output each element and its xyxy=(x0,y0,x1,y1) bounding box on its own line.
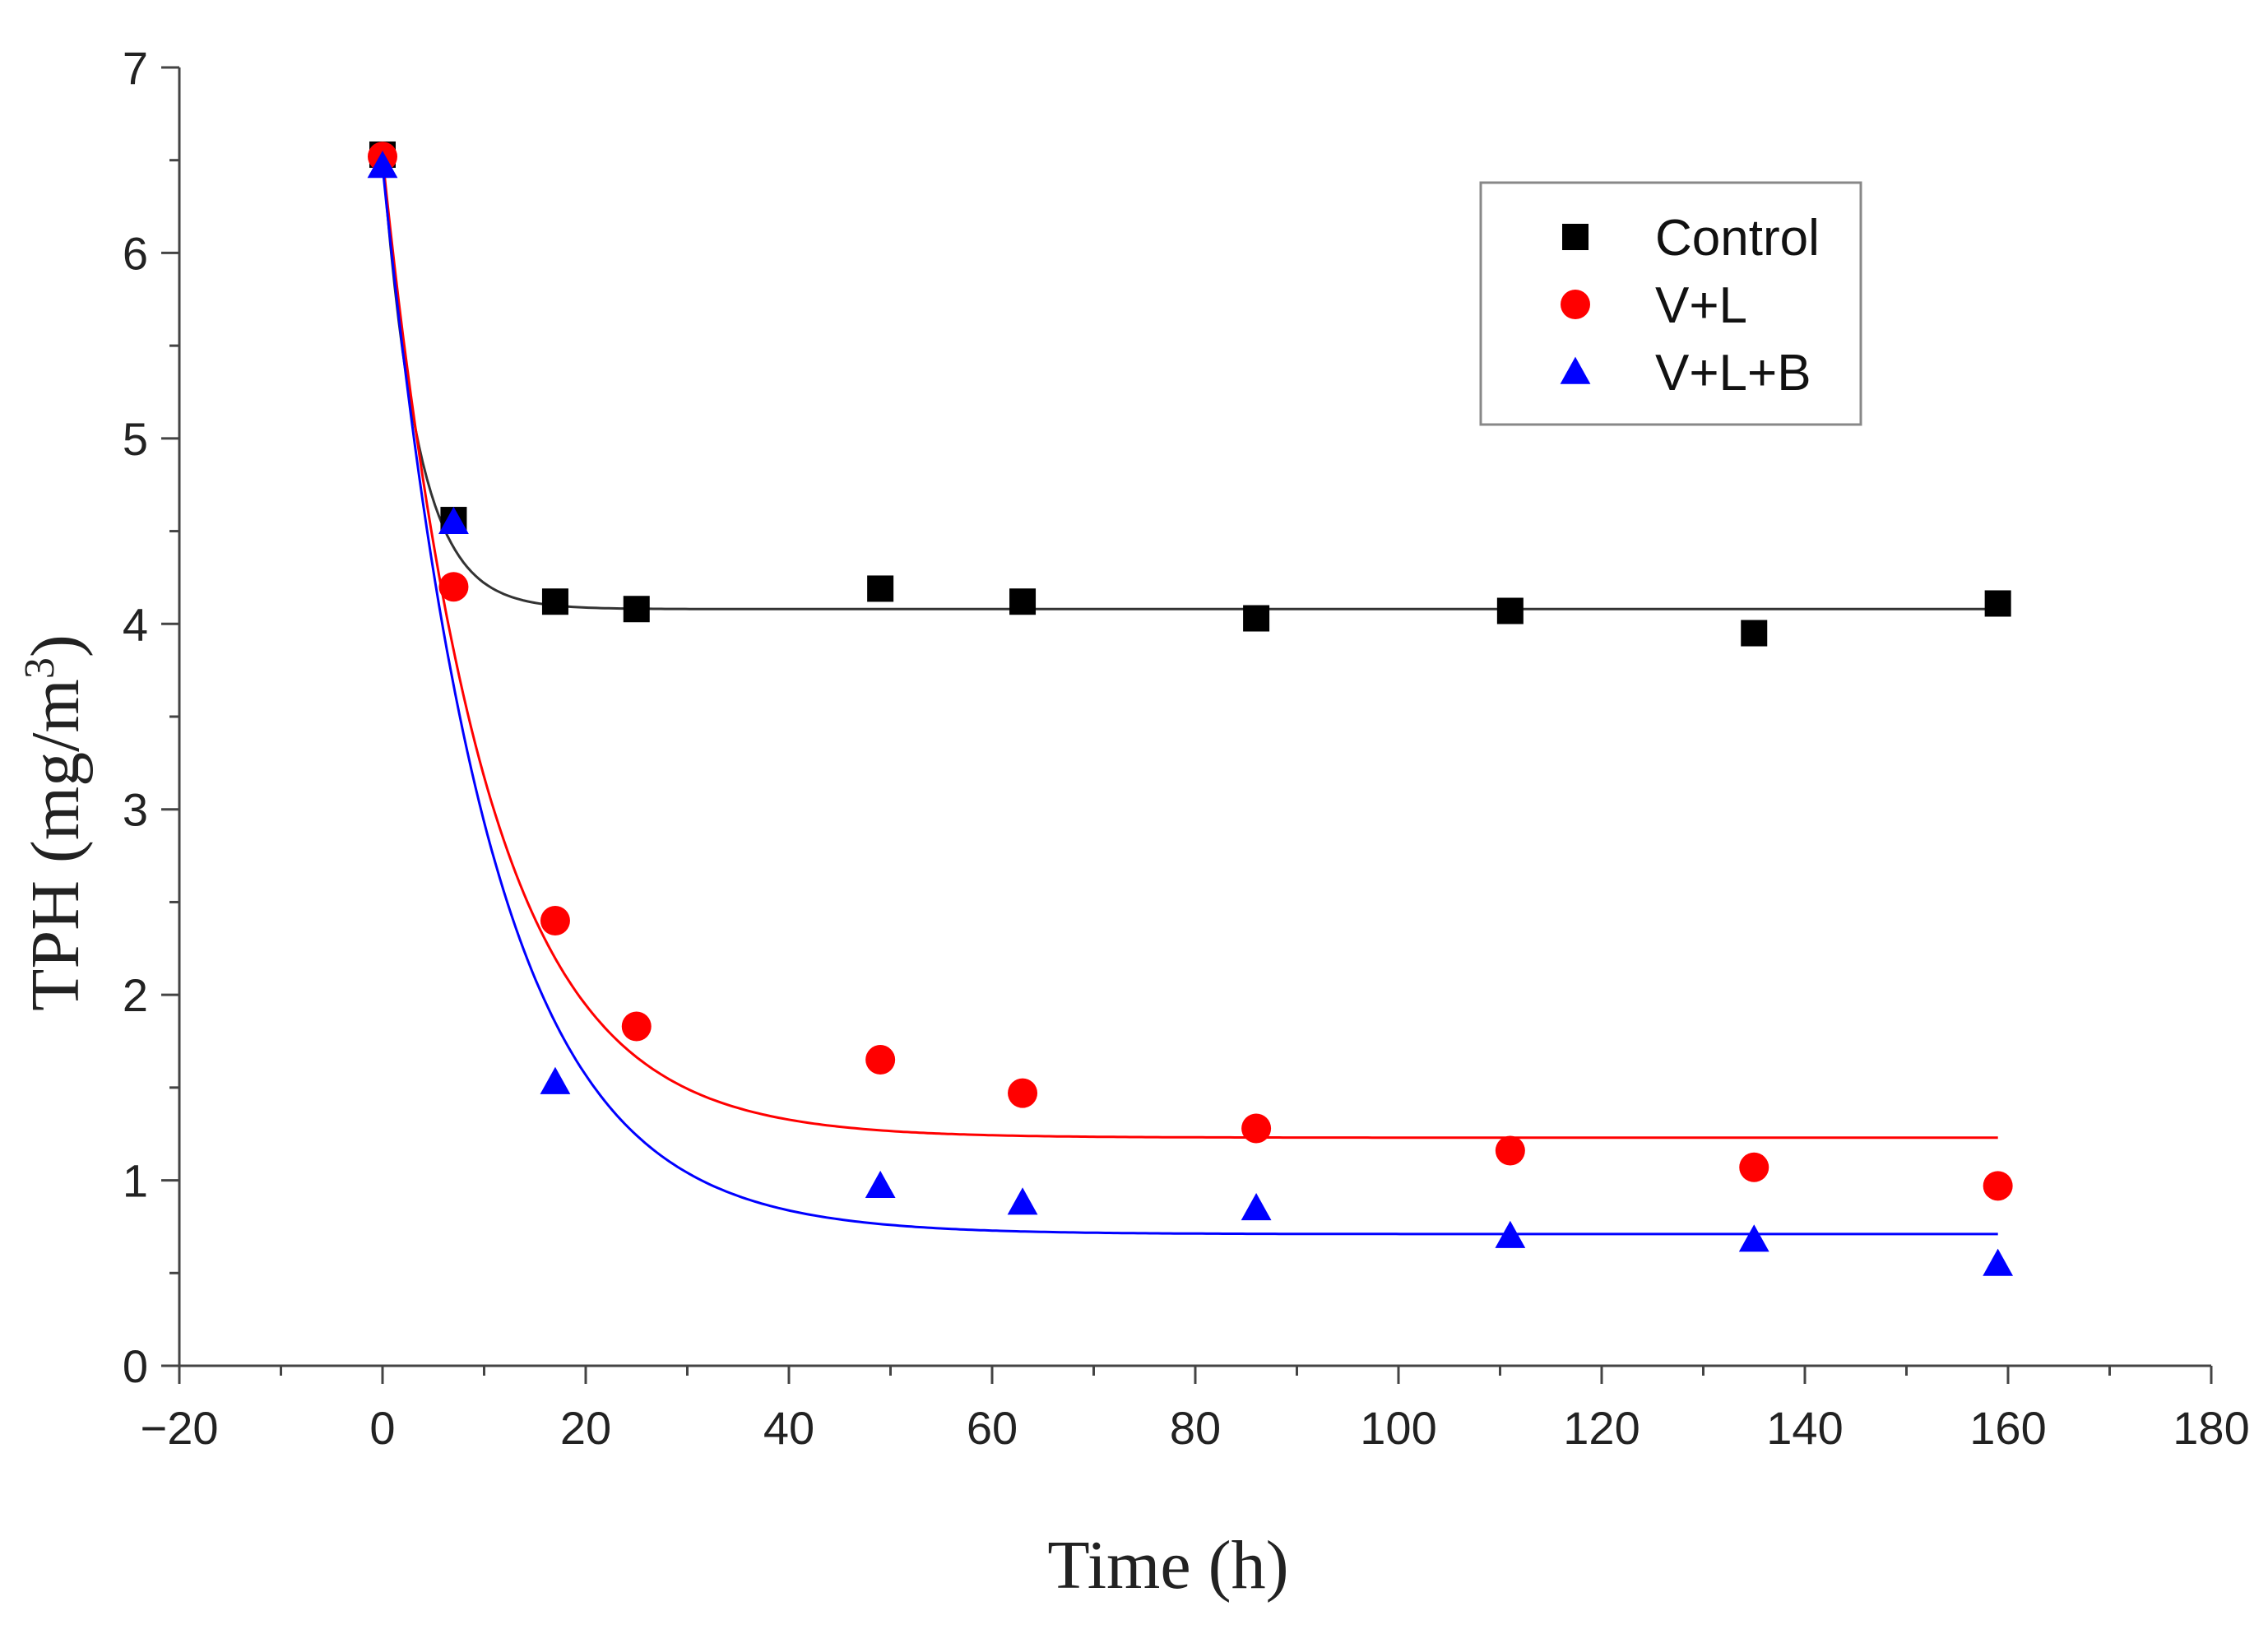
legend-label-v-l-b: V+L+B xyxy=(1655,345,1811,402)
x-tick-label: 100 xyxy=(1360,1402,1436,1454)
x-tick-label: 20 xyxy=(560,1402,611,1454)
point-v-l xyxy=(621,1011,652,1042)
point-v-l xyxy=(438,572,469,602)
point-control xyxy=(1741,620,1768,647)
point-control xyxy=(1984,590,2011,617)
y-tick-label: 3 xyxy=(123,784,148,836)
x-tick-label: 140 xyxy=(1766,1402,1843,1454)
fit-curve-v-l xyxy=(381,156,1998,1140)
point-v-l-b xyxy=(1495,1220,1526,1248)
fit-curves xyxy=(381,154,1998,1236)
point-v-l xyxy=(1495,1135,1525,1166)
legend-label-control: Control xyxy=(1655,210,1820,267)
y-axis-title-main: TPH (mg/m xyxy=(17,679,94,1011)
x-tick-label: −20 xyxy=(141,1402,219,1454)
x-tick-label: 120 xyxy=(1563,1402,1640,1454)
fit-curve-v-l-b xyxy=(381,165,1998,1236)
point-control xyxy=(1496,597,1524,624)
point-v-l-b xyxy=(865,1170,896,1199)
point-control xyxy=(867,575,894,602)
point-v-l xyxy=(540,905,570,935)
x-axis-title: Time (h) xyxy=(1047,1527,1288,1604)
point-v-l xyxy=(1983,1171,2013,1201)
y-tick-label: 7 xyxy=(123,42,148,94)
point-v-l-b xyxy=(1241,1192,1272,1221)
point-v-l xyxy=(1008,1078,1038,1108)
x-tick-label: 0 xyxy=(369,1402,395,1454)
point-v-l-b xyxy=(540,1066,571,1094)
legend-marker-control xyxy=(1562,224,1589,250)
x-tick-label: 160 xyxy=(1969,1402,2046,1454)
y-axis-title-sup: 3 xyxy=(16,657,63,679)
point-v-l xyxy=(1241,1113,1272,1144)
legend-marker-v-l xyxy=(1561,290,1590,319)
legend-box xyxy=(1479,181,1862,426)
y-tick-label: 0 xyxy=(123,1340,148,1392)
y-tick-label: 2 xyxy=(123,969,148,1021)
point-control xyxy=(1243,605,1270,632)
y-axis-title-close: ) xyxy=(17,634,94,657)
y-tick-label: 4 xyxy=(123,598,148,650)
y-axis-title: TPH (mg/m3) xyxy=(16,634,94,1011)
y-tick-label: 1 xyxy=(123,1155,148,1207)
data-points xyxy=(367,141,2014,1276)
legend-label-v-l: V+L xyxy=(1655,277,1747,334)
point-v-l xyxy=(1739,1152,1769,1182)
point-control xyxy=(541,588,568,615)
x-tick-label: 60 xyxy=(967,1402,1018,1454)
point-control xyxy=(1009,588,1037,615)
x-tick-label: 40 xyxy=(763,1402,814,1454)
point-v-l-b xyxy=(1983,1248,2014,1276)
legend: Control V+L V+L+B xyxy=(1479,181,1862,426)
point-v-l-b xyxy=(1738,1224,1769,1252)
axes: −20 0 20 40 60 80 100 120 140 160 180 0 1 2 3 4 5 6 7 xyxy=(123,42,2250,1454)
point-v-l-b xyxy=(1007,1187,1038,1215)
x-tick-label: 80 xyxy=(1170,1402,1221,1454)
legend-marker-v-l-b xyxy=(1560,356,1591,384)
y-tick-label: 5 xyxy=(123,413,148,465)
point-v-l xyxy=(865,1045,896,1075)
point-v-l-b xyxy=(438,506,469,535)
point-control xyxy=(623,596,650,623)
fit-curve-control xyxy=(381,154,1998,610)
x-tick-label: 180 xyxy=(2173,1402,2249,1454)
point-v-l-b xyxy=(367,151,398,179)
y-tick-label: 6 xyxy=(123,227,148,279)
